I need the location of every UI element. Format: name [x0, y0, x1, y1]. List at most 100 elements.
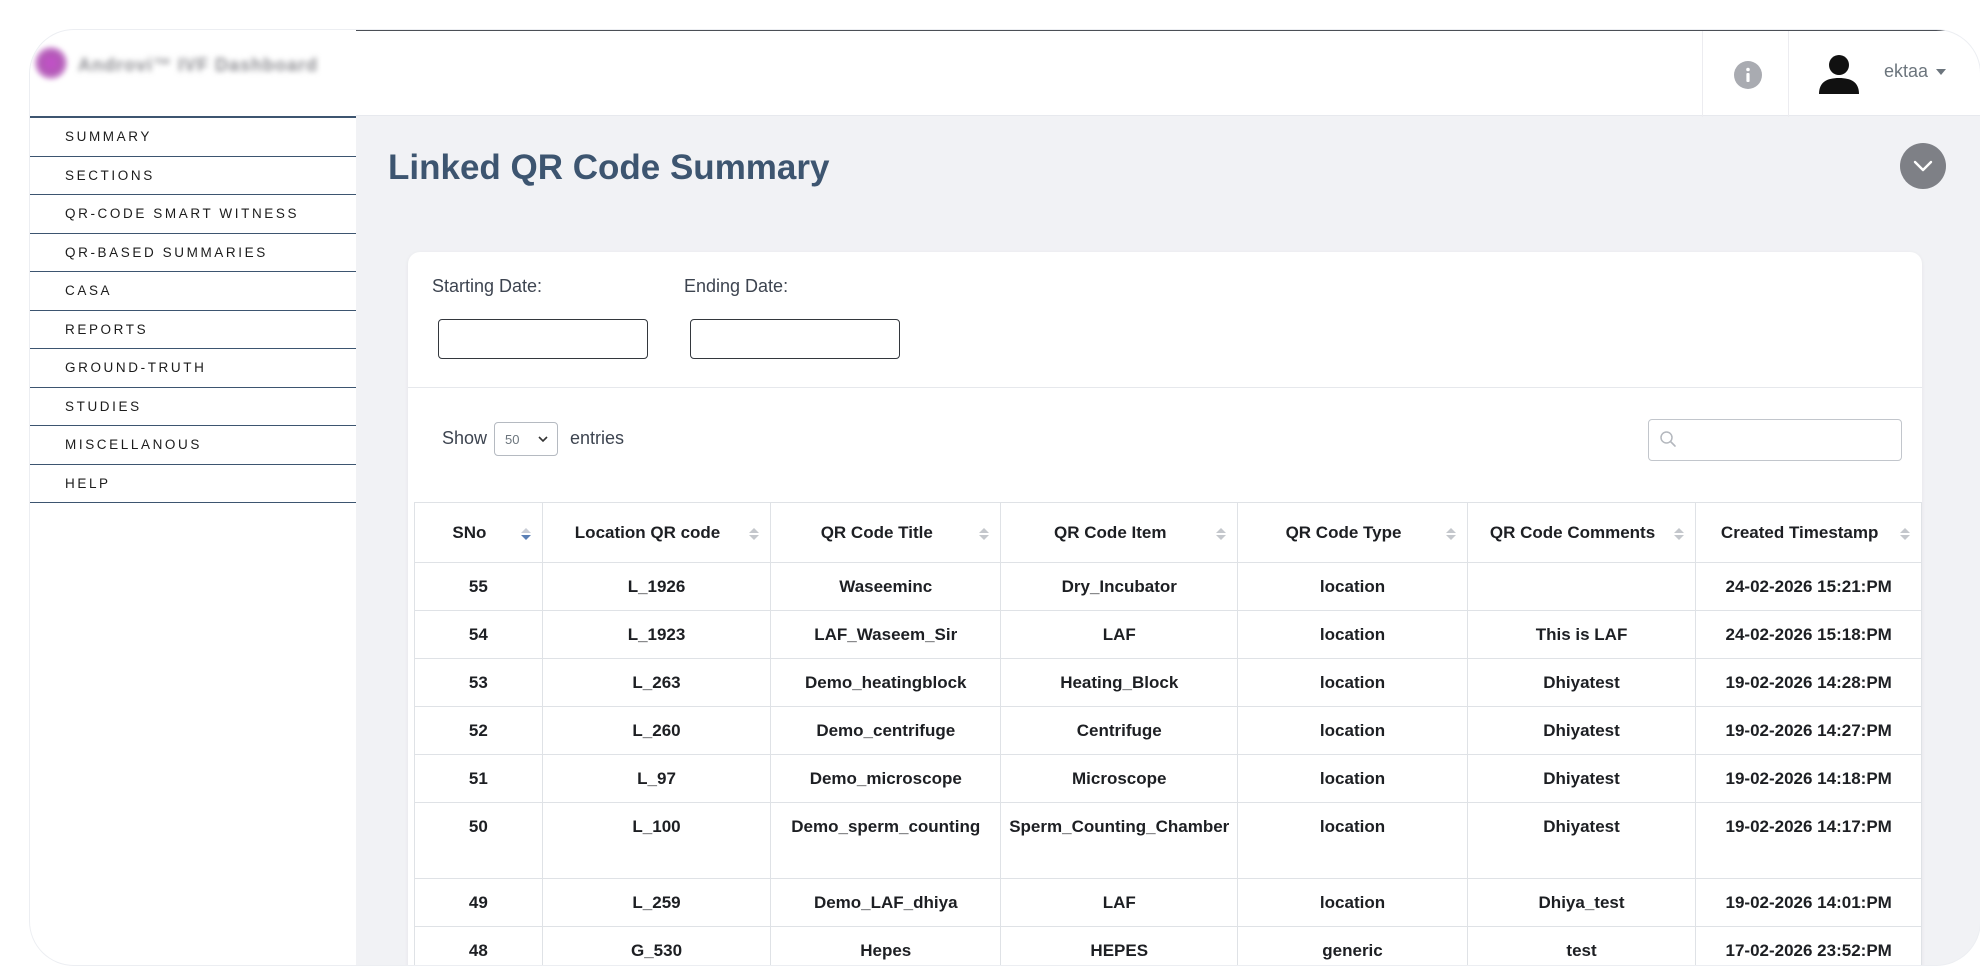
sort-icon[interactable]	[748, 527, 760, 541]
user-name[interactable]: ektaa	[1884, 61, 1929, 81]
sidebar-item-miscellanous[interactable]: MISCELLANOUS	[30, 426, 356, 465]
cell-sno: 52	[414, 706, 543, 755]
table-row: 49 L_259 Demo_LAF_dhiya LAF location Dhiya_te…	[414, 878, 1922, 927]
sidebar-item-summary[interactable]: SUMMARY	[30, 118, 356, 157]
cell-location-qr-code: L_1926	[541, 562, 772, 611]
sort-desc-icon[interactable]	[520, 527, 532, 541]
info-icon[interactable]	[1734, 61, 1762, 89]
table-row: 55 L_1926 Waseeminc Dry_Incubator location 24…	[414, 562, 1922, 611]
sort-icon[interactable]	[1899, 527, 1911, 541]
column-header-location-qr-code[interactable]: Location QR code	[541, 502, 772, 563]
cell-qr-code-type: location	[1237, 706, 1468, 755]
column-header-label: SNo	[452, 522, 487, 542]
column-header-qr-code-type[interactable]: QR Code Type	[1237, 502, 1468, 563]
cell-qr-code-item: LAF	[1000, 878, 1239, 927]
entries-select-value: 50	[505, 431, 520, 447]
cell-sno: 50	[414, 802, 543, 879]
ending-date-label: Ending Date:	[684, 276, 789, 296]
cell-location-qr-code: L_260	[541, 706, 772, 755]
cell-qr-code-comments: Dhiya_test	[1466, 878, 1697, 927]
entries-label: entries	[570, 428, 625, 448]
cell-location-qr-code: L_100	[541, 802, 772, 879]
cell-created-timestamp: 19-02-2026 14:18:PM	[1695, 754, 1922, 803]
cell-sno: 53	[414, 658, 543, 707]
cell-qr-code-title: Hepes	[770, 926, 1002, 965]
sidebar-item-qr-code-smart-witness[interactable]: QR-CODE SMART WITNESS	[30, 195, 356, 234]
cell-created-timestamp: 19-02-2026 14:27:PM	[1695, 706, 1922, 755]
sort-icon[interactable]	[1673, 527, 1685, 541]
cell-qr-code-item: Heating_Block	[1000, 658, 1239, 707]
cell-created-timestamp: 17-02-2026 23:52:PM	[1695, 926, 1922, 965]
brand-logo-icon	[34, 46, 68, 80]
cell-qr-code-title: Demo_microscope	[770, 754, 1002, 803]
cell-qr-code-comments: This is LAF	[1466, 610, 1697, 659]
cell-qr-code-comments: Dhiyatest	[1466, 706, 1697, 755]
cell-qr-code-title: LAF_Waseem_Sir	[770, 610, 1002, 659]
chevron-down-icon[interactable]	[1936, 69, 1946, 75]
summary-card: Starting Date: Ending Date: Show 50 entr…	[408, 252, 1922, 965]
starting-date-label: Starting Date:	[432, 276, 543, 296]
sort-icon[interactable]	[1215, 527, 1227, 541]
cell-qr-code-comments: Dhiyatest	[1466, 658, 1697, 707]
app-frame: Androvi™ IVF Dashboard SUMMARY SECTIONS QR…	[30, 30, 1980, 965]
ending-date-input[interactable]	[690, 319, 900, 359]
cell-qr-code-title: Demo_heatingblock	[770, 658, 1002, 707]
cell-qr-code-item: Dry_Incubator	[1000, 562, 1239, 611]
starting-date-input[interactable]	[438, 319, 648, 359]
column-header-qr-code-comments[interactable]: QR Code Comments	[1466, 502, 1697, 563]
column-header-label: QR Code Comments	[1489, 522, 1656, 542]
column-header-qr-code-title[interactable]: QR Code Title	[770, 502, 1002, 563]
cell-qr-code-type: location	[1237, 878, 1468, 927]
sort-icon[interactable]	[978, 527, 990, 541]
table-row: 51 L_97 Demo_microscope Microscope location D…	[414, 754, 1922, 803]
cell-qr-code-title: Demo_centrifuge	[770, 706, 1002, 755]
search-input[interactable]	[1683, 424, 1893, 456]
column-header-sno[interactable]: SNo	[414, 502, 543, 563]
cell-qr-code-type: location	[1237, 802, 1468, 879]
cell-qr-code-comments	[1466, 562, 1697, 611]
sidebar-item-ground-truth[interactable]: GROUND-TRUTH	[30, 349, 356, 388]
sidebar-item-help[interactable]: HELP	[30, 465, 356, 503]
column-header-qr-code-item[interactable]: QR Code Item	[1000, 502, 1239, 563]
cell-created-timestamp: 24-02-2026 15:18:PM	[1695, 610, 1922, 659]
cell-qr-code-type: location	[1237, 658, 1468, 707]
brand-text: Androvi™ IVF Dashboard	[78, 55, 319, 75]
table-row: 52 L_260 Demo_centrifuge Centrifuge location…	[414, 706, 1922, 755]
table-row: 54 L_1923 LAF_Waseem_Sir LAF location This is…	[414, 610, 1922, 659]
table-body: 55 L_1926 Waseeminc Dry_Incubator location 24…	[414, 562, 1922, 965]
cell-qr-code-item: Sperm_Counting_Chamber	[1000, 802, 1239, 879]
cell-qr-code-item: Centrifuge	[1000, 706, 1239, 755]
user-icon[interactable]	[1818, 53, 1860, 95]
page-title: Linked QR Code Summary	[388, 148, 830, 187]
sort-icon[interactable]	[1445, 527, 1457, 541]
sidebar-item-casa[interactable]: CASA	[30, 272, 356, 311]
column-header-created-timestamp[interactable]: Created Timestamp	[1695, 502, 1922, 563]
cell-qr-code-title: Demo_sperm_counting	[770, 802, 1002, 879]
collapse-button[interactable]	[1900, 143, 1946, 189]
table-row: 50 L_100 Demo_sperm_counting Sperm_Counting…	[414, 802, 1922, 879]
sidebar-item-sections[interactable]: SECTIONS	[30, 157, 356, 195]
cell-sno: 48	[414, 926, 543, 965]
cell-qr-code-item: Microscope	[1000, 754, 1239, 803]
sidebar-item-studies[interactable]: STUDIES	[30, 388, 356, 426]
cell-qr-code-comments: Dhiyatest	[1466, 754, 1697, 803]
sidebar-item-qr-based-summaries[interactable]: QR-BASED SUMMARIES	[30, 234, 356, 272]
cell-location-qr-code: L_1923	[541, 610, 772, 659]
cell-qr-code-type: location	[1237, 754, 1468, 803]
search-box[interactable]	[1648, 419, 1902, 461]
cell-location-qr-code: G_530	[541, 926, 772, 965]
cell-sno: 49	[414, 878, 543, 927]
cell-qr-code-title: Demo_LAF_dhiya	[770, 878, 1002, 927]
show-label: Show	[442, 428, 488, 448]
sidebar: Androvi™ IVF Dashboard SUMMARY SECTIONS QR…	[30, 30, 356, 965]
sidebar-item-reports[interactable]: REPORTS	[30, 311, 356, 349]
column-header-label: Location QR code	[574, 522, 721, 542]
column-header-label: Created Timestamp	[1720, 522, 1879, 542]
brand[interactable]: Androvi™ IVF Dashboard	[30, 30, 356, 116]
entries-select[interactable]: 50	[494, 422, 558, 456]
cell-qr-code-item: LAF	[1000, 610, 1239, 659]
cell-created-timestamp: 19-02-2026 14:01:PM	[1695, 878, 1922, 927]
table-header-row: SNo Location QR code QR Code Title QR Code …	[414, 502, 1922, 563]
cell-qr-code-type: generic	[1237, 926, 1468, 965]
cell-qr-code-item: HEPES	[1000, 926, 1239, 965]
